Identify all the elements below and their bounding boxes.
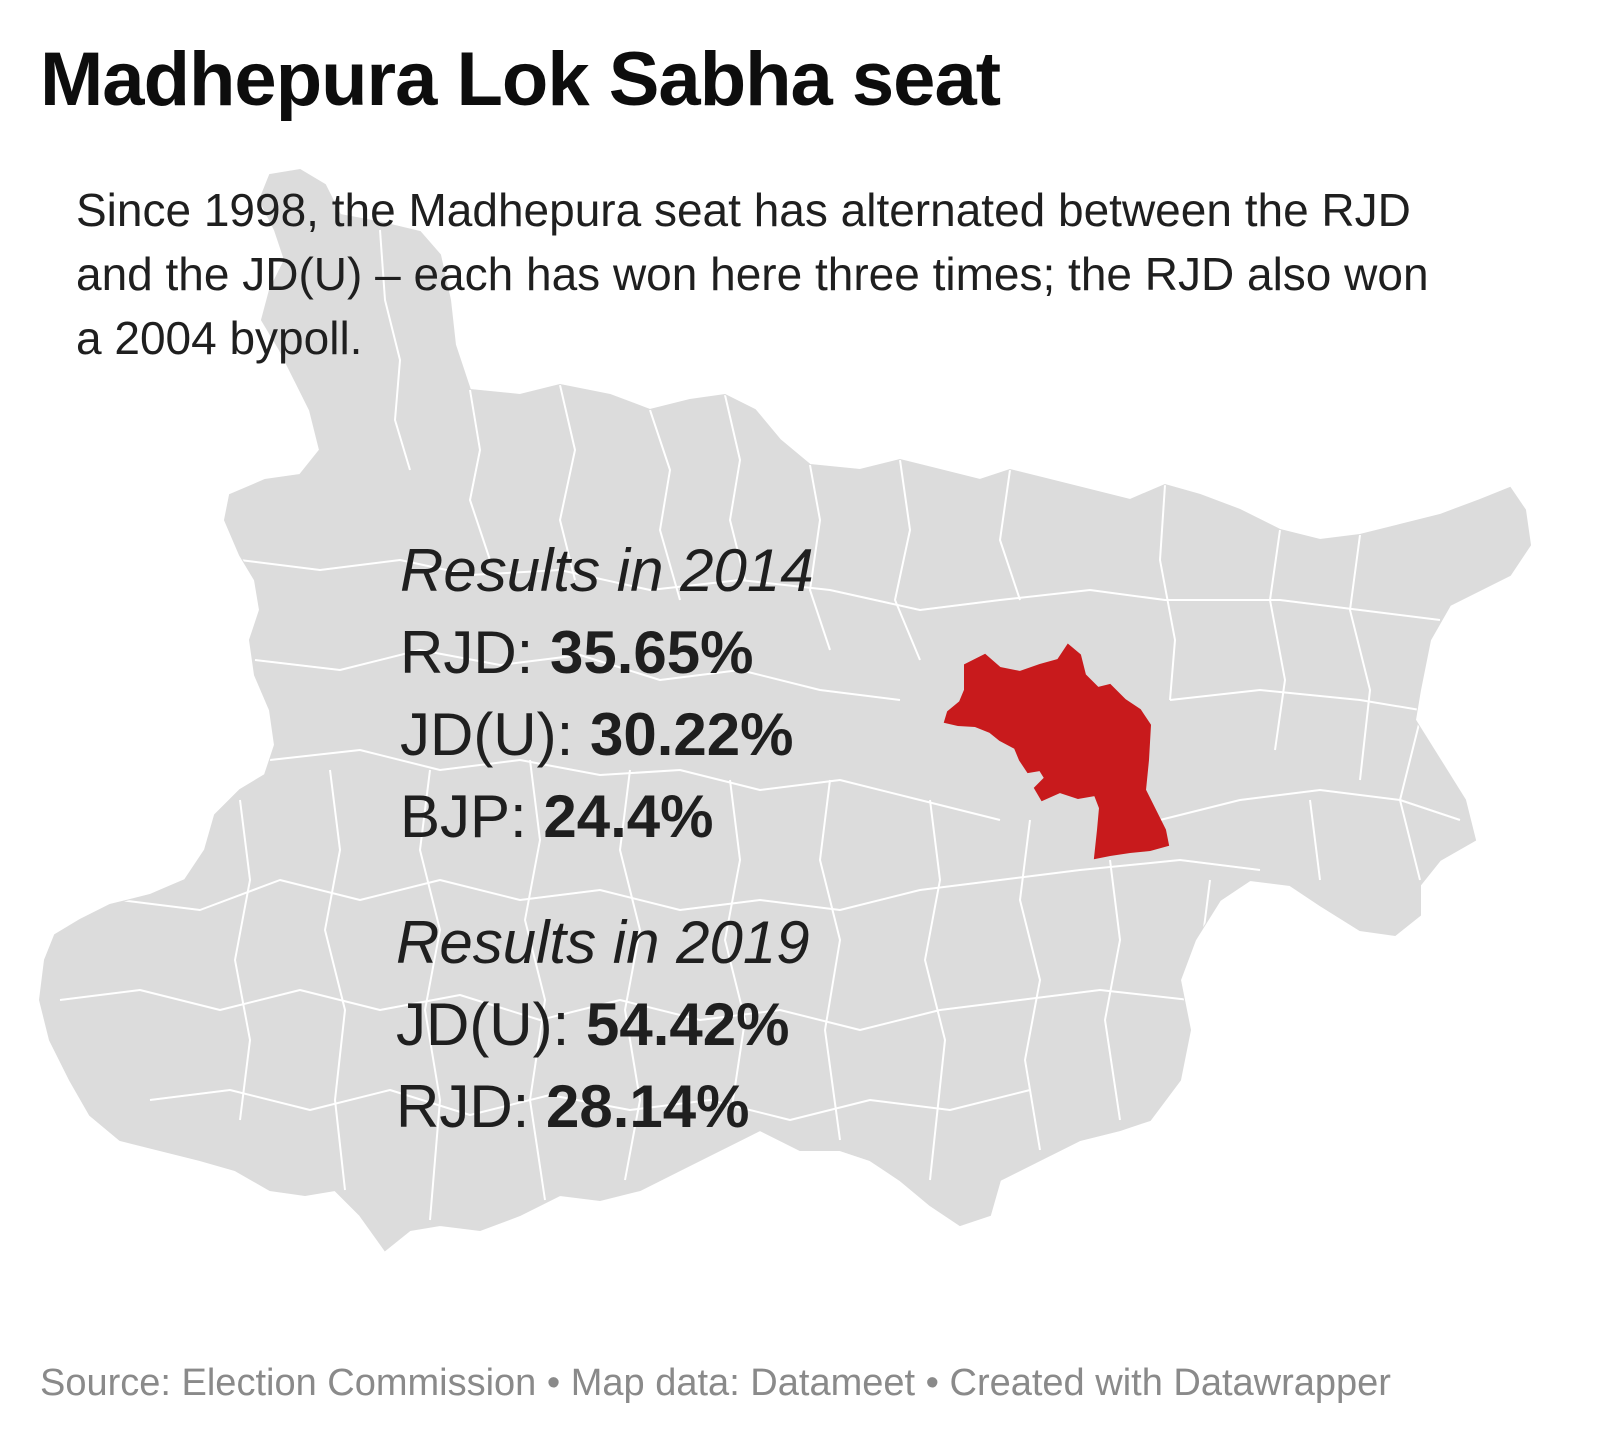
constituency-boundaries: [59, 229, 1461, 1221]
result-row: JD(U): 54.42%: [396, 991, 790, 1058]
description: Since 1998, the Madhepura seat has alter…: [76, 184, 1429, 364]
result-row: BJP: 24.4%: [400, 783, 714, 850]
result-row: RJD: 28.14%: [396, 1073, 750, 1140]
result-row: RJD: 35.65%: [400, 619, 754, 686]
vote-share: 35.65%: [550, 619, 754, 686]
party-name: RJD: [400, 619, 517, 686]
map-data-credit: Map data: Datameet: [570, 1362, 916, 1404]
results-2019-panel: Results in 2019 JD(U): 54.42% RJD: 28.14…: [396, 902, 810, 1148]
madhepura-constituency: [943, 643, 1170, 860]
party-name: BJP: [400, 783, 511, 850]
party-name: JD(U): [396, 991, 553, 1058]
results-heading: Results in 2014: [400, 537, 814, 604]
vote-share: 28.14%: [546, 1073, 750, 1140]
vote-share: 30.22%: [589, 701, 794, 768]
vote-share: 54.42%: [585, 991, 790, 1058]
source-footer: Source: Election Commission • Map data: …: [40, 1362, 1391, 1405]
bihar-state-shape: [38, 168, 1532, 1252]
results-heading: Results in 2019: [396, 909, 810, 976]
results-2014-panel: Results in 2014 RJD: 35.65% JD(U): 30.22…: [400, 530, 814, 858]
party-name: JD(U): [400, 701, 557, 768]
result-row: JD(U): 30.22%: [400, 701, 794, 768]
datawrapper-credit: Created with Datawrapper: [949, 1362, 1391, 1404]
separator: •: [546, 1362, 561, 1404]
page-title: Madhepura Lok Sabha seat: [40, 37, 1001, 122]
party-name: RJD: [396, 1073, 513, 1140]
source-text: Source: Election Commission: [40, 1362, 537, 1404]
vote-share: 24.4%: [543, 783, 714, 850]
separator: •: [925, 1362, 939, 1404]
